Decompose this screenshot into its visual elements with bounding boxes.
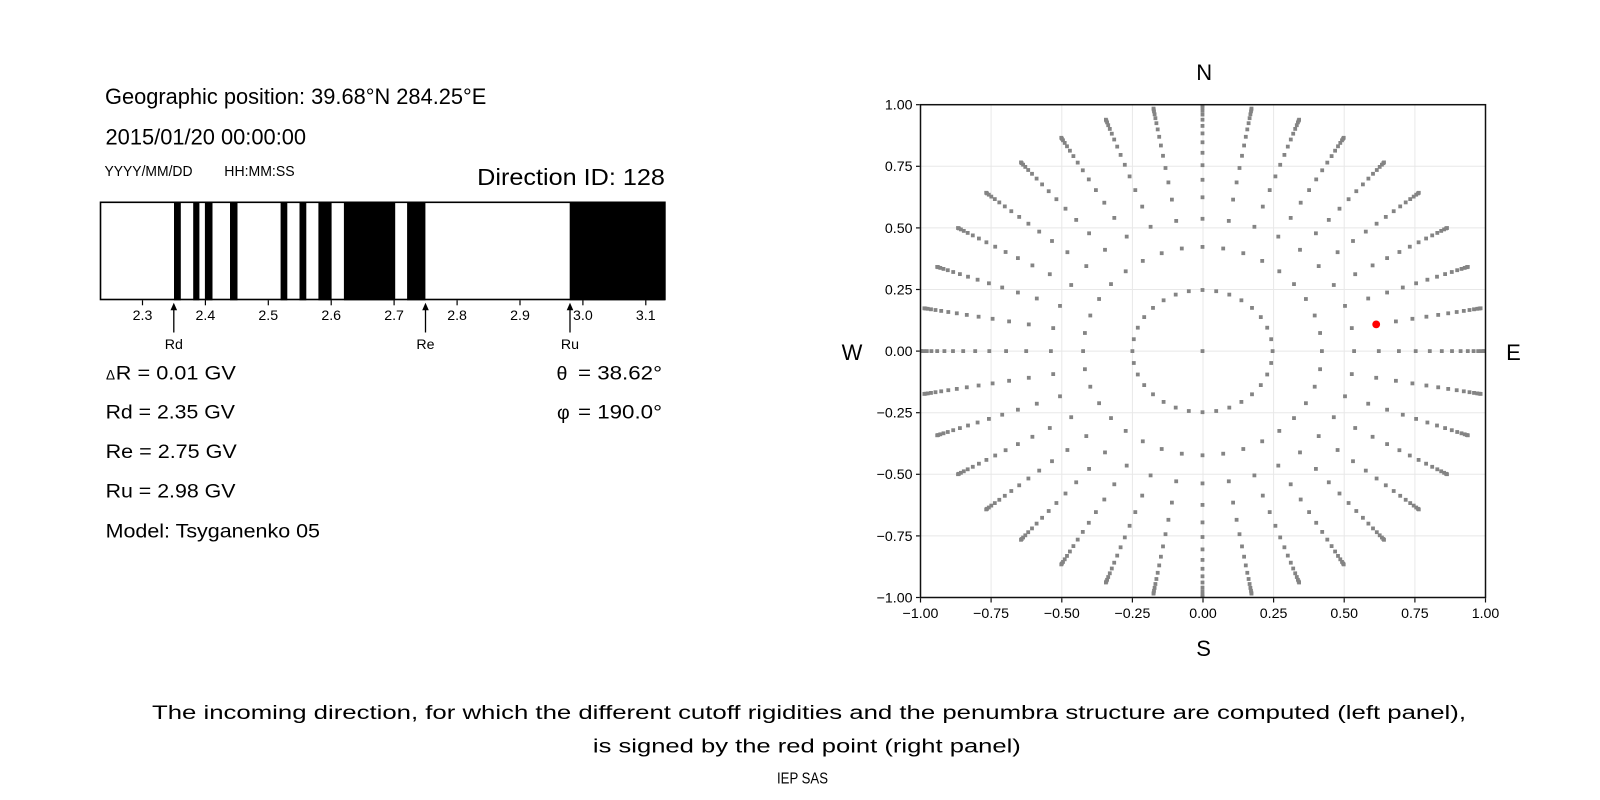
- svg-text:0.75: 0.75: [885, 159, 913, 175]
- svg-text:Geographic position: 39.68°N 2: Geographic position: 39.68°N 284.25°E: [105, 84, 486, 109]
- svg-text:2.9: 2.9: [510, 308, 530, 324]
- svg-text:Rd: Rd: [165, 337, 183, 353]
- svg-text:0.50: 0.50: [1330, 606, 1358, 622]
- svg-text:N: N: [1196, 60, 1212, 85]
- svg-text:IEP SAS: IEP SAS: [777, 771, 828, 788]
- svg-text:0.25: 0.25: [885, 282, 913, 298]
- svg-text:−0.25: −0.25: [1114, 606, 1150, 622]
- svg-text:−0.75: −0.75: [973, 606, 1009, 622]
- svg-text:0.75: 0.75: [1401, 606, 1429, 622]
- svg-text:2.5: 2.5: [258, 308, 278, 324]
- svg-text:1.00: 1.00: [1472, 606, 1500, 622]
- svg-text:0.00: 0.00: [1189, 606, 1217, 622]
- svg-text:−0.50: −0.50: [877, 467, 913, 483]
- svg-text:0.00: 0.00: [885, 344, 913, 360]
- svg-text:Δ: Δ: [106, 368, 115, 383]
- svg-text:Direction ID: 128: Direction ID: 128: [477, 164, 665, 190]
- svg-text:−0.25: −0.25: [877, 406, 913, 422]
- svg-text:2015/01/20 00:00:00: 2015/01/20 00:00:00: [106, 125, 307, 150]
- svg-text:Re: Re: [416, 337, 434, 353]
- svg-text:φ: φ: [557, 402, 570, 424]
- svg-text:−0.50: −0.50: [1044, 606, 1080, 622]
- svg-text:YYYY/MM/DD: YYYY/MM/DD: [105, 164, 193, 180]
- svg-text:1.00: 1.00: [885, 98, 913, 114]
- svg-text:E: E: [1506, 340, 1521, 365]
- svg-text:0.25: 0.25: [1260, 606, 1288, 622]
- svg-text:2.6: 2.6: [321, 308, 341, 324]
- svg-text:0.50: 0.50: [885, 221, 913, 237]
- svg-text:3.0: 3.0: [573, 308, 593, 324]
- svg-text:Rd = 2.35 GV: Rd = 2.35 GV: [106, 401, 235, 423]
- svg-text:= 38.62°: = 38.62°: [578, 363, 662, 385]
- svg-text:Re = 2.75 GV: Re = 2.75 GV: [106, 441, 237, 463]
- svg-text:−1.00: −1.00: [903, 606, 939, 622]
- svg-text:Ru: Ru: [561, 337, 579, 353]
- svg-text:S: S: [1196, 636, 1211, 661]
- svg-text:R = 0.01 GV: R = 0.01 GV: [116, 363, 236, 385]
- svg-text:The incoming direction, for wh: The incoming direction, for which the di…: [152, 702, 1466, 724]
- svg-text:3.1: 3.1: [636, 308, 656, 324]
- svg-text:θ: θ: [557, 363, 568, 385]
- svg-text:2.8: 2.8: [447, 308, 467, 324]
- svg-text:Model: Tsyganenko 05: Model: Tsyganenko 05: [106, 520, 320, 542]
- svg-text:2.3: 2.3: [133, 308, 153, 324]
- svg-text:−0.75: −0.75: [877, 529, 913, 545]
- svg-text:−1.00: −1.00: [877, 590, 913, 606]
- svg-text:W: W: [842, 340, 863, 365]
- svg-text:Ru = 2.98 GV: Ru = 2.98 GV: [106, 481, 236, 503]
- svg-text:HH:MM:SS: HH:MM:SS: [224, 164, 294, 180]
- svg-text:= 190.0°: = 190.0°: [578, 401, 662, 423]
- svg-text:is signed by the red point (ri: is signed by the red point (right panel): [593, 735, 1021, 757]
- svg-text:2.7: 2.7: [384, 308, 404, 324]
- svg-text:2.4: 2.4: [196, 308, 216, 324]
